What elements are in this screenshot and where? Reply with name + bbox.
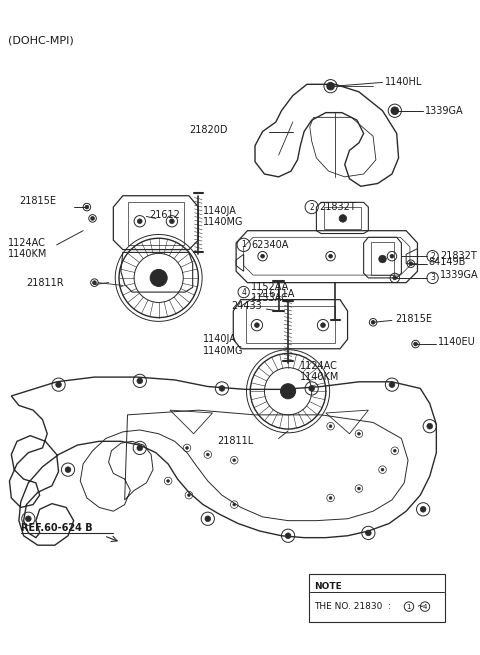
Circle shape: [85, 205, 89, 209]
Circle shape: [280, 384, 296, 399]
Circle shape: [137, 378, 143, 384]
Text: 21811R: 21811R: [26, 278, 64, 288]
Circle shape: [329, 496, 332, 499]
Circle shape: [365, 530, 371, 536]
Text: 1: 1: [241, 240, 246, 250]
Circle shape: [137, 219, 142, 223]
Circle shape: [137, 445, 143, 451]
Circle shape: [358, 487, 360, 490]
Circle shape: [261, 254, 264, 258]
Text: 1124AC: 1124AC: [8, 238, 46, 248]
Text: NOTE: NOTE: [314, 582, 342, 591]
Text: 21815E: 21815E: [395, 314, 432, 324]
Text: 21815E: 21815E: [19, 196, 56, 206]
Text: 21612: 21612: [149, 210, 180, 219]
Circle shape: [321, 323, 325, 328]
Circle shape: [25, 516, 31, 521]
Circle shape: [409, 262, 413, 266]
Circle shape: [56, 382, 61, 388]
Circle shape: [371, 320, 375, 324]
Text: 3: 3: [430, 273, 435, 282]
Circle shape: [393, 276, 396, 280]
Circle shape: [206, 453, 209, 456]
Text: 21611A: 21611A: [257, 289, 294, 299]
Text: THE NO. 21830  :: THE NO. 21830 :: [314, 602, 395, 611]
Text: 1140HL: 1140HL: [385, 77, 423, 87]
Circle shape: [358, 432, 360, 435]
Circle shape: [169, 219, 174, 223]
Text: (DOHC-MPI): (DOHC-MPI): [8, 35, 73, 45]
Text: 1152AA: 1152AA: [251, 282, 289, 292]
Circle shape: [233, 458, 236, 462]
Text: 1140JA: 1140JA: [203, 334, 237, 345]
Circle shape: [167, 479, 169, 482]
Circle shape: [339, 215, 347, 222]
Text: 84149B: 84149B: [429, 257, 466, 267]
Circle shape: [391, 107, 398, 115]
Circle shape: [389, 382, 395, 388]
Text: 1140MG: 1140MG: [203, 217, 243, 227]
Text: REF.60-624 B: REF.60-624 B: [21, 523, 93, 533]
Text: 1140KM: 1140KM: [8, 250, 47, 259]
Circle shape: [285, 533, 291, 538]
Circle shape: [427, 423, 432, 429]
Circle shape: [254, 323, 259, 328]
Text: 2: 2: [309, 202, 314, 212]
Text: 1140EU: 1140EU: [438, 337, 476, 347]
Text: 21832T: 21832T: [319, 202, 356, 212]
Text: 2: 2: [430, 252, 435, 261]
Text: 4: 4: [241, 288, 246, 297]
Circle shape: [420, 506, 426, 512]
Circle shape: [327, 83, 335, 90]
Circle shape: [150, 269, 167, 286]
Text: 24433: 24433: [231, 301, 262, 311]
Text: 62340A: 62340A: [251, 240, 288, 250]
Circle shape: [65, 467, 71, 472]
Text: 1339GA: 1339GA: [425, 105, 464, 116]
Text: ~: ~: [416, 602, 423, 611]
Circle shape: [219, 386, 225, 391]
Text: 1140JA: 1140JA: [203, 206, 237, 216]
Text: 4: 4: [423, 604, 427, 610]
Circle shape: [233, 503, 236, 506]
Circle shape: [93, 281, 96, 284]
Text: 21820D: 21820D: [189, 124, 228, 135]
Circle shape: [329, 425, 332, 428]
Circle shape: [414, 342, 418, 346]
Circle shape: [205, 516, 211, 521]
Circle shape: [381, 468, 384, 471]
Text: 1140KM: 1140KM: [300, 372, 340, 382]
Text: 21832T: 21832T: [440, 251, 477, 261]
Circle shape: [394, 449, 396, 452]
Text: 21811L: 21811L: [217, 436, 253, 446]
Circle shape: [329, 254, 333, 258]
Text: 1: 1: [407, 604, 411, 610]
Circle shape: [186, 447, 189, 449]
Circle shape: [309, 386, 314, 391]
Text: 1124AC: 1124AC: [300, 361, 338, 371]
Circle shape: [390, 254, 394, 258]
Text: 1140MG: 1140MG: [203, 346, 243, 356]
Text: 1339GA: 1339GA: [440, 270, 479, 280]
Text: 1153AC: 1153AC: [251, 293, 289, 303]
Circle shape: [188, 494, 190, 496]
Circle shape: [91, 217, 95, 220]
Circle shape: [379, 255, 386, 263]
